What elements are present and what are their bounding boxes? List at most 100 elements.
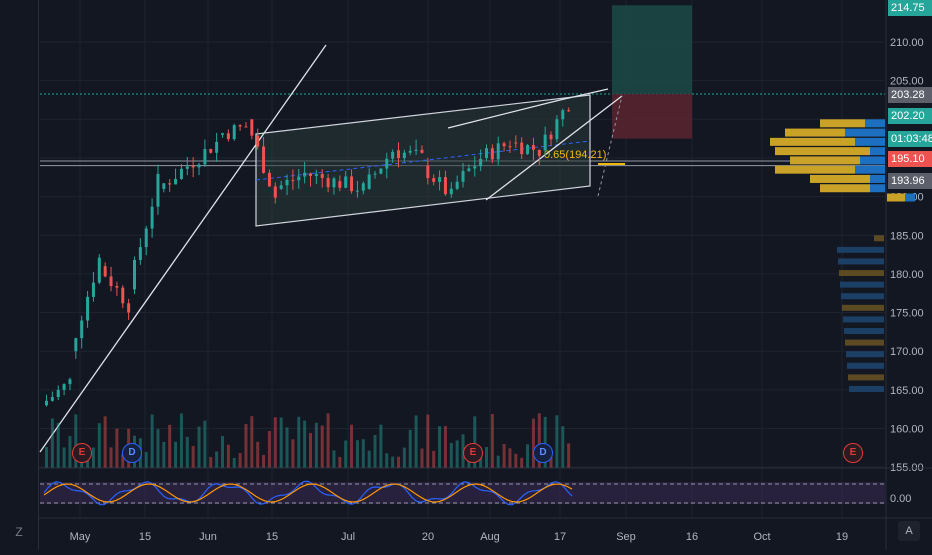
volume-bar xyxy=(103,416,107,468)
price-badge: 203.28 xyxy=(888,87,932,103)
volume-bar xyxy=(273,417,277,468)
volume-bar xyxy=(215,451,219,468)
volume-bar xyxy=(250,416,254,468)
volume-profile-bar-low xyxy=(845,339,884,346)
candle-body xyxy=(561,110,565,120)
volume-profile-bar-sell xyxy=(820,119,865,128)
candle-body xyxy=(350,176,354,192)
time-tick-label: Jun xyxy=(199,531,217,543)
volume-bar xyxy=(179,413,183,468)
price-tick-label: 160.00 xyxy=(890,424,924,436)
candle-body xyxy=(461,170,465,182)
time-tick-label: 20 xyxy=(422,531,434,543)
left-toolbar: Z xyxy=(0,0,39,550)
auto-scale-button[interactable]: A xyxy=(898,521,920,541)
volume-bar xyxy=(62,447,66,468)
candle-body xyxy=(485,148,488,158)
volume-profile-bar-buy xyxy=(905,193,915,202)
candle-body xyxy=(361,183,365,191)
volume-bar xyxy=(197,426,201,468)
candle-body xyxy=(414,149,418,151)
volume-profile-bar-sell xyxy=(810,174,870,183)
time-tick-label: 16 xyxy=(686,531,698,543)
volume-bar xyxy=(226,444,230,468)
volume-profile-bar-low xyxy=(847,362,884,369)
volume-profile-bar-sell xyxy=(820,184,870,193)
candle-body xyxy=(455,181,459,189)
time-tick-label: Aug xyxy=(480,531,500,543)
candle-body xyxy=(402,152,406,159)
volume-profile-bar-low xyxy=(838,258,884,265)
volume-bar xyxy=(309,433,312,468)
volume-bar xyxy=(485,447,488,468)
candle-body xyxy=(373,173,377,175)
volume-bar xyxy=(531,418,535,468)
earnings-event-marker[interactable]: E xyxy=(72,443,92,463)
volume-bar xyxy=(109,447,113,468)
candle-body xyxy=(438,177,442,182)
volume-bar xyxy=(332,450,336,468)
time-tick-label: 17 xyxy=(554,531,566,543)
volume-profile-bar-buy xyxy=(855,165,885,174)
volume-bar xyxy=(350,424,354,468)
price-tick-label: 180.00 xyxy=(890,269,924,281)
candle-body xyxy=(232,125,236,140)
volume-bar xyxy=(555,415,559,468)
candle-body xyxy=(473,166,477,169)
volume-bar xyxy=(526,444,530,468)
volume-bar xyxy=(115,428,119,468)
volume-bar xyxy=(391,456,395,468)
volume-bar xyxy=(144,452,148,468)
volume-bar xyxy=(150,414,154,468)
candle-body xyxy=(326,178,330,188)
stop-zone xyxy=(612,93,692,139)
volume-bar xyxy=(285,427,289,468)
volume-bar xyxy=(496,455,500,468)
candle-body xyxy=(74,338,78,352)
candle-body xyxy=(549,134,553,140)
candle-body xyxy=(226,133,230,140)
candle-body xyxy=(355,190,359,192)
volume-bar xyxy=(174,441,178,468)
zoom-button[interactable]: Z xyxy=(15,525,23,539)
volume-bar xyxy=(355,440,359,468)
volume-bar xyxy=(414,415,418,468)
volume-bar xyxy=(68,436,72,468)
candle-body xyxy=(179,168,183,179)
candle-body xyxy=(45,400,48,406)
volume-bar xyxy=(508,448,512,468)
volume-bar xyxy=(320,425,324,468)
candle-body xyxy=(420,149,424,153)
volume-bar xyxy=(97,423,101,468)
volume-bar xyxy=(238,453,242,468)
volume-bar xyxy=(56,422,60,468)
indicator-band xyxy=(40,482,885,504)
volume-bar xyxy=(373,435,377,468)
price-tick-label: 170.00 xyxy=(890,346,924,358)
time-tick-label: 15 xyxy=(139,531,151,543)
volume-bar xyxy=(438,426,442,468)
volume-profile-bar-sell xyxy=(775,165,855,174)
volume-bar xyxy=(455,440,459,468)
candle-body xyxy=(320,173,324,179)
time-tick-label: Sep xyxy=(616,531,636,543)
candle-body xyxy=(408,150,412,153)
volume-profile-bar-low xyxy=(840,281,884,288)
volume-bar xyxy=(520,457,524,468)
volume-bar xyxy=(45,447,48,468)
dividend-event-marker[interactable]: D xyxy=(533,443,553,463)
volume-bar xyxy=(385,453,389,468)
earnings-event-marker[interactable]: E xyxy=(463,443,483,463)
earnings-event-marker[interactable]: E xyxy=(843,443,863,463)
candle-body xyxy=(443,177,447,195)
candle-body xyxy=(121,287,125,304)
dividend-event-marker[interactable]: D xyxy=(122,443,142,463)
price-badge: 202.20 xyxy=(888,108,932,124)
candle-body xyxy=(379,168,383,174)
candle-body xyxy=(109,276,113,287)
candle-body xyxy=(197,164,201,168)
candle-body xyxy=(68,379,72,385)
volume-bar xyxy=(162,441,166,468)
